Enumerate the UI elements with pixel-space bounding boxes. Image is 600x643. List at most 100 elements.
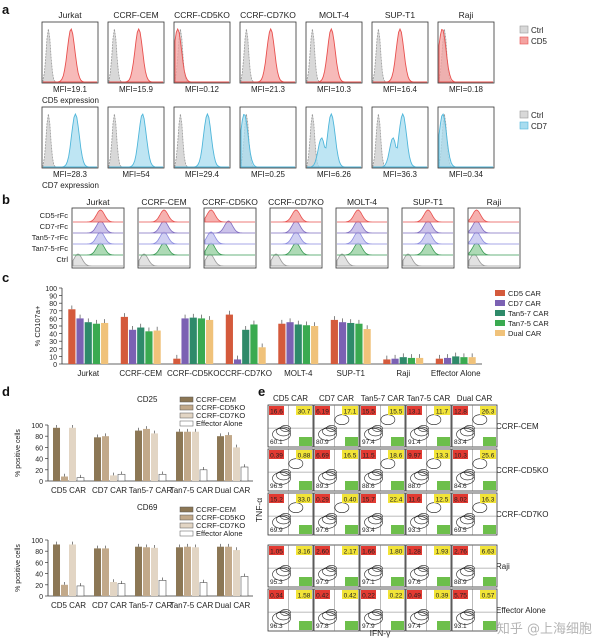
- y-axis-label: % positive cells: [15, 544, 22, 592]
- quadrant-q4-value: 89.3: [316, 483, 329, 490]
- quadrant-q1-value: 0.22: [362, 593, 375, 600]
- quadrant-q3-bg: [391, 481, 404, 490]
- quadrant-q2-bg: [480, 494, 496, 503]
- contour-line: [322, 566, 337, 577]
- contour-line: [272, 428, 291, 441]
- mfi-label: MFI=29.4: [185, 170, 220, 179]
- contour-line: [410, 516, 429, 529]
- legend-label: CD5 CAR: [508, 289, 542, 298]
- quadrant-q1-value: 15.5: [362, 409, 375, 416]
- quadrant-q1-bg: [453, 406, 468, 415]
- legend-swatch: [179, 396, 194, 403]
- bar: [94, 548, 102, 596]
- bar: [173, 358, 181, 364]
- contour-line: [418, 609, 429, 616]
- bar: [355, 323, 363, 364]
- panel-letter-a: a: [2, 2, 10, 17]
- quadrant-q1-value: 0.29: [316, 497, 329, 504]
- bar: [225, 546, 232, 596]
- quadrant-q3-bg: [437, 621, 450, 630]
- bar: [76, 585, 85, 597]
- quadrant-q4-value: 97.4: [362, 439, 375, 446]
- quadrant-q2-bg: [296, 406, 312, 415]
- quadrant-q1-value: 15.7: [362, 497, 375, 504]
- quadrant-q2-value: 17.1: [344, 409, 357, 416]
- mfi-label: MFI=19.1: [53, 85, 88, 94]
- marker-histogram: [109, 113, 163, 168]
- bar: [181, 318, 189, 364]
- quadrant-q3-bg: [483, 525, 496, 534]
- category-label: MOLT-4: [284, 369, 313, 378]
- bar: [53, 544, 61, 596]
- quadrant-q2-value: 15.5: [390, 409, 403, 416]
- cell-line-label: CCRF-CD7KO: [268, 197, 324, 207]
- quadrant-q1-value: 9.97: [408, 453, 421, 460]
- contour-line: [410, 472, 429, 485]
- legend-label: CCRF-CD5KO: [196, 403, 245, 412]
- quadrant-q3-bg: [483, 481, 496, 490]
- contour-line: [272, 612, 291, 625]
- legend-ctrl-label: Ctrl: [531, 111, 544, 120]
- y-tick-label: 60: [35, 560, 43, 567]
- bar: [311, 326, 319, 364]
- watermark: 知乎 @上海细胞: [496, 622, 592, 637]
- quadrant-q3-bg: [391, 525, 404, 534]
- quadrant-q2-bg: [296, 546, 312, 555]
- quadrant-q2-value: 1.93: [436, 549, 449, 556]
- bar: [217, 546, 225, 596]
- x-axis-label: IFN-γ: [370, 628, 392, 638]
- panel-e: CD5 CAR CD7 CAR Tan5-7 CAR Tan7-5 CAR Dual C…: [254, 394, 548, 638]
- quadrant-q4-value: 83.4: [454, 439, 467, 446]
- legend-label: CCRF-CD5KO: [196, 513, 245, 522]
- quadrant-q2-bg: [296, 590, 312, 599]
- quadrant-q1-bg: [269, 494, 284, 503]
- quadrant-q2-bg: [296, 450, 312, 459]
- contour-line: [280, 609, 291, 616]
- bar: [199, 469, 208, 482]
- bar: [199, 582, 208, 597]
- quadrant-q1-value: 0.42: [316, 593, 329, 600]
- contour-line: [322, 514, 337, 525]
- legend-swatch: [179, 506, 194, 513]
- quadrant-q1-value: 11.5: [362, 453, 375, 460]
- quadrant-q2-value: 1.58: [298, 593, 311, 600]
- panel-b: Jurkat CCRF-CEM CCRF-CD5KO CCRF-CD7KO MOLT-4…: [32, 197, 521, 269]
- quadrant-q1-bg: [453, 546, 468, 555]
- bar: [176, 431, 184, 481]
- contour-line: [368, 426, 383, 437]
- quadrant-q4-value: 97.1: [362, 579, 375, 586]
- quadrant-q2-value: 25.6: [482, 453, 495, 460]
- bar: [145, 331, 153, 364]
- contour-line: [410, 568, 429, 581]
- quadrant-q1-value: 5.75: [454, 593, 467, 600]
- row-label: Raji: [496, 562, 510, 571]
- legend-swatch: [495, 300, 505, 306]
- contour-line: [276, 470, 291, 481]
- bar: [468, 357, 476, 364]
- contour-line: [372, 513, 383, 520]
- quadrant-q1-bg: [453, 590, 468, 599]
- quadrant-q1-value: 2.60: [316, 549, 329, 556]
- contour-line: [460, 470, 475, 481]
- bar: [94, 437, 102, 481]
- bar: [153, 330, 161, 364]
- mfi-label: MFI=0.18: [449, 85, 484, 94]
- bar: [137, 327, 145, 364]
- contour-line: [456, 612, 475, 625]
- y-tick-label: 50: [49, 324, 57, 331]
- bar: [217, 436, 225, 481]
- contour-line: [364, 516, 383, 529]
- quadrant-q3-bg: [483, 577, 496, 586]
- quadrant-q2-value: 0.22: [390, 593, 403, 600]
- contour-line: [464, 425, 475, 432]
- mfi-label: MFI=0.12: [185, 85, 220, 94]
- contour-line: [326, 469, 337, 476]
- quadrant-q3-bg: [483, 437, 496, 446]
- bar: [76, 318, 84, 364]
- cell-line-label: CCRF-CEM: [141, 197, 186, 207]
- overlay-histogram: [403, 209, 453, 223]
- quadrant-q1-bg: [453, 450, 468, 459]
- quadrant-q2-bg: [388, 406, 404, 415]
